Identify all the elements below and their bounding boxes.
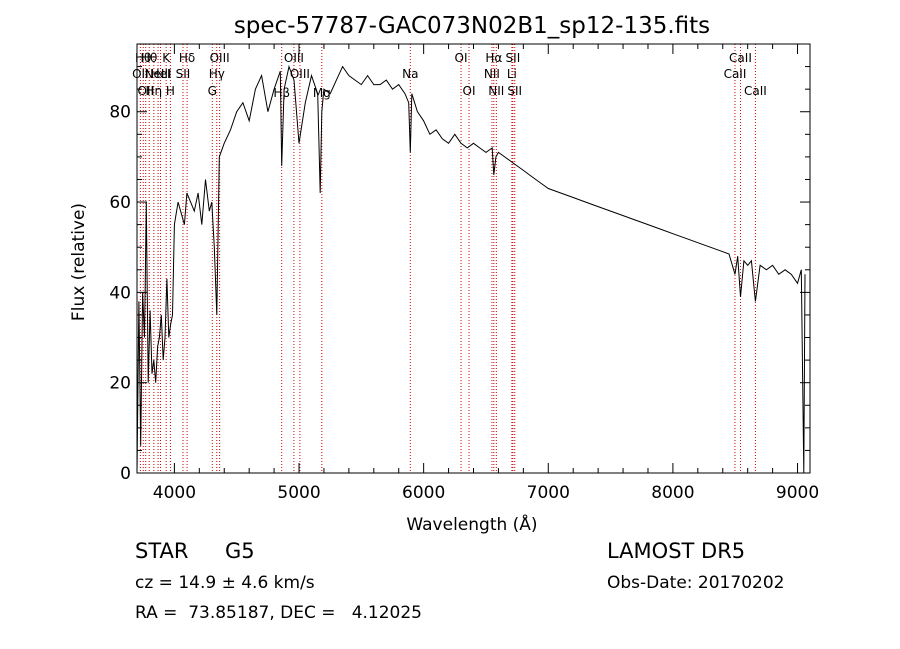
line-marker-label: OII: [137, 84, 154, 98]
y-tick-label: 60: [109, 193, 131, 213]
line-marker-label: Hγ: [209, 67, 225, 81]
line-marker-label: G: [208, 84, 217, 98]
line-marker-label: Hθ: [135, 51, 151, 65]
line-marker-label: K: [162, 51, 171, 65]
x-tick-label: 8000: [651, 483, 694, 503]
line-marker-label: NII: [488, 84, 504, 98]
line-marker-label: HeI: [151, 67, 171, 81]
sky-coordinates: RA = 73.85187, DEC = 4.12025: [135, 603, 422, 623]
line-marker-label: CaII: [724, 67, 747, 81]
line-marker-labels: OIIHθOIIHθHηNeIIIHeIKHSIIHδGHγOIIIHβOIII…: [132, 51, 767, 100]
line-marker-label: Hα: [485, 51, 502, 65]
observation-date: Obs-Date: 20170202: [607, 573, 785, 593]
x-tick-label: 7000: [527, 483, 570, 503]
line-marker-label: OIII: [210, 51, 230, 65]
object-subclass: G5: [225, 539, 255, 563]
line-marker-label: SII: [506, 51, 521, 65]
redshift-value: cz = 14.9 ± 4.6 km/s: [135, 573, 315, 593]
y-tick-label: 40: [109, 283, 131, 303]
line-marker-label: CaII: [729, 51, 752, 65]
spectrum-series: [136, 64, 806, 474]
line-marker-label: OII: [132, 67, 149, 81]
spectrum-line: [136, 64, 806, 474]
x-tick-label: 4000: [153, 483, 196, 503]
line-marker-label: H: [166, 84, 175, 98]
line-marker-label: OIII: [290, 67, 310, 81]
y-axis-ticks: 0 20 40 60 80: [109, 66, 810, 484]
line-marker-label: OI: [463, 84, 476, 98]
line-marker-label: OI: [455, 51, 468, 65]
x-tick-label: 5000: [277, 483, 320, 503]
line-marker-label: Hβ: [273, 86, 290, 100]
y-axis-label: Flux (relative): [69, 203, 89, 321]
y-tick-label: 0: [120, 464, 131, 484]
line-marker-label: Li: [507, 67, 517, 81]
x-axis-label: Wavelength (Å): [406, 513, 537, 535]
x-axis-ticks: 4000 5000 6000 7000 8000 9000: [153, 44, 819, 503]
object-class: STAR: [135, 539, 189, 563]
line-marker-label: OIII: [284, 51, 304, 65]
line-marker-label: Na: [402, 67, 418, 81]
chart-title: spec-57787-GAC073N02B1_sp12-135.fits: [234, 13, 710, 39]
line-marker-label: Hη: [146, 84, 163, 98]
line-marker-label: SII: [507, 84, 522, 98]
plot-frame: [136, 43, 811, 474]
line-marker-label: Hδ: [179, 51, 195, 65]
x-tick-label: 9000: [776, 483, 819, 503]
x-tick-label: 6000: [402, 483, 445, 503]
line-marker-label: NeIII: [145, 67, 172, 81]
line-markers: [139, 44, 756, 473]
y-tick-label: 20: [109, 374, 131, 394]
line-marker-label: NII: [484, 67, 500, 81]
line-marker-label: CaII: [744, 84, 767, 98]
y-tick-label: 80: [109, 103, 131, 123]
survey-name: LAMOST DR5: [607, 539, 746, 563]
line-marker-label: SII: [176, 67, 191, 81]
line-marker-label: Hθ: [141, 51, 157, 65]
